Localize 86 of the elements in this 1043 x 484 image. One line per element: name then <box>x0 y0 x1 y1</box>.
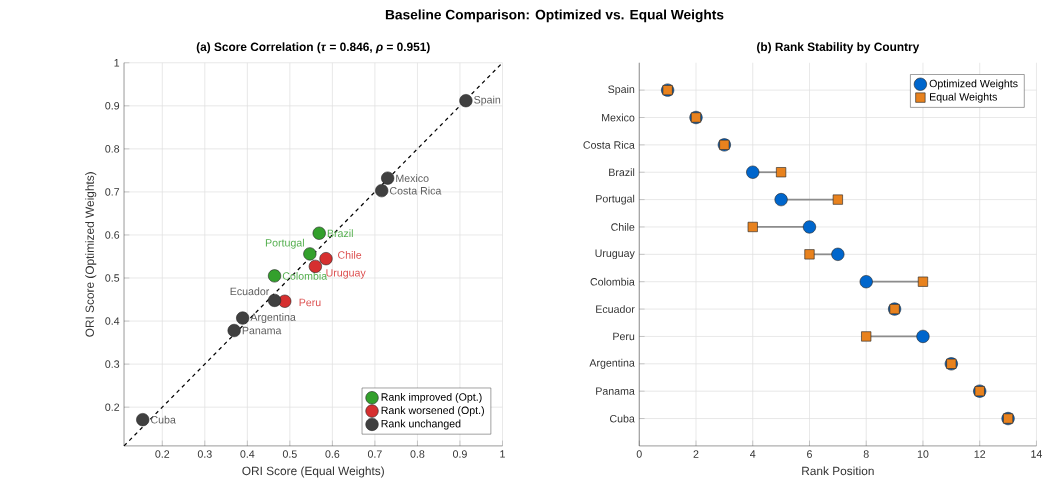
x-tick-label: 8 <box>863 450 869 458</box>
chart-title: (b) Rank Stability by Country <box>757 42 920 54</box>
x-tick-label: 2 <box>693 450 699 458</box>
point <box>802 220 817 234</box>
annotation: Peru <box>299 298 321 307</box>
x-tick-label: 0.5 <box>282 450 297 458</box>
annotation: Brazil <box>327 229 353 237</box>
y-tick-label: Spain <box>608 85 635 95</box>
y-tick-label: Colombia <box>590 277 635 286</box>
y-tick-label: Panama <box>596 387 635 395</box>
legend-label: Equal Weights <box>930 92 997 103</box>
point <box>804 249 815 260</box>
y-tick-label: Portugal <box>596 194 635 205</box>
point <box>859 274 873 289</box>
point <box>917 276 929 287</box>
point <box>267 293 282 307</box>
point <box>319 251 333 266</box>
point <box>916 329 930 343</box>
x-tick-label: 0.4 <box>240 450 255 458</box>
annotation: Argentina <box>250 312 296 323</box>
x-axis-title: ORI Score (Equal Weights) <box>242 466 384 478</box>
x-axis-title: Rank Position <box>802 466 874 475</box>
y-tick-label: 0.6 <box>105 231 120 239</box>
x-tick-label: 0 <box>636 450 642 458</box>
annotation: Panama <box>242 326 282 335</box>
x-tick-label: 0.9 <box>452 450 467 458</box>
legend-label: Optimized Weights <box>929 79 1018 90</box>
y-tick-label: Ecuador <box>596 305 635 313</box>
x-tick-label: 14 <box>1031 450 1043 458</box>
annotation: Uruguay <box>326 268 366 279</box>
point <box>303 247 317 261</box>
y-tick-label: 0.7 <box>105 188 120 196</box>
point <box>136 412 150 427</box>
chart-title: (a) Score Correlation (τ = 0.846, ρ = 0.951) <box>196 42 430 54</box>
annotation: Cuba <box>151 415 176 424</box>
annotation: Ecuador <box>230 287 270 295</box>
y-tick-label: Costa Rica <box>583 140 635 149</box>
y-tick-label: Uruguay <box>595 249 635 259</box>
point <box>227 323 241 337</box>
x-tick-label: 0.2 <box>155 450 170 458</box>
point <box>236 311 250 325</box>
annotation: Portugal <box>265 238 304 249</box>
point <box>381 171 395 185</box>
point <box>308 259 322 273</box>
point <box>746 165 760 179</box>
point <box>267 269 282 283</box>
y-tick-label: Cuba <box>610 414 635 423</box>
x-tick-label: 0.8 <box>410 450 425 458</box>
y-tick-label: 0.3 <box>105 360 120 368</box>
y-tick-label: Argentina <box>589 358 635 369</box>
x-tick-label: 0.7 <box>367 450 382 458</box>
point <box>459 93 473 108</box>
x-tick-label: 12 <box>974 450 986 458</box>
point <box>776 167 787 178</box>
y-tick-label: 0.8 <box>105 144 120 153</box>
y-tick-label: Brazil <box>609 168 635 176</box>
point <box>831 247 845 261</box>
y-axis-title: ORI Score (Optimized Weights) <box>85 171 97 337</box>
point <box>832 194 843 205</box>
point <box>312 226 326 240</box>
legend-label: Rank unchanged <box>381 419 461 430</box>
legend-label: Rank worsened (Opt.) <box>381 406 484 417</box>
y-tick-label: 0.9 <box>105 101 120 110</box>
y-tick-label: 0.5 <box>105 274 120 282</box>
legend-label: Rank improved (Opt.) <box>381 392 482 403</box>
x-tick-label: 4 <box>750 450 756 458</box>
x-tick-label: 0.3 <box>197 450 212 458</box>
point <box>861 331 872 342</box>
y-tick-label: Chile <box>611 222 635 231</box>
y-tick-label: Mexico <box>602 113 635 122</box>
point <box>774 192 788 206</box>
y-tick-label: 0.2 <box>105 403 120 411</box>
x-tick-label: 1 <box>500 450 505 458</box>
text: Baseline Comparison: Optimized vs. Equal Weights <box>385 9 724 23</box>
x-tick-label: 10 <box>917 450 929 458</box>
annotation: Mexico <box>396 174 429 182</box>
x-tick-label: 6 <box>807 450 812 458</box>
point <box>375 183 389 198</box>
y-tick-label: 0.4 <box>105 317 120 325</box>
y-tick-label: 1 <box>114 58 120 67</box>
annotation: Costa Rica <box>390 186 442 195</box>
y-tick-label: Peru <box>613 332 635 340</box>
x-tick-label: 0.6 <box>325 450 340 458</box>
annotation: Chile <box>338 250 362 259</box>
annotation: Spain <box>474 95 501 106</box>
point <box>747 221 758 232</box>
